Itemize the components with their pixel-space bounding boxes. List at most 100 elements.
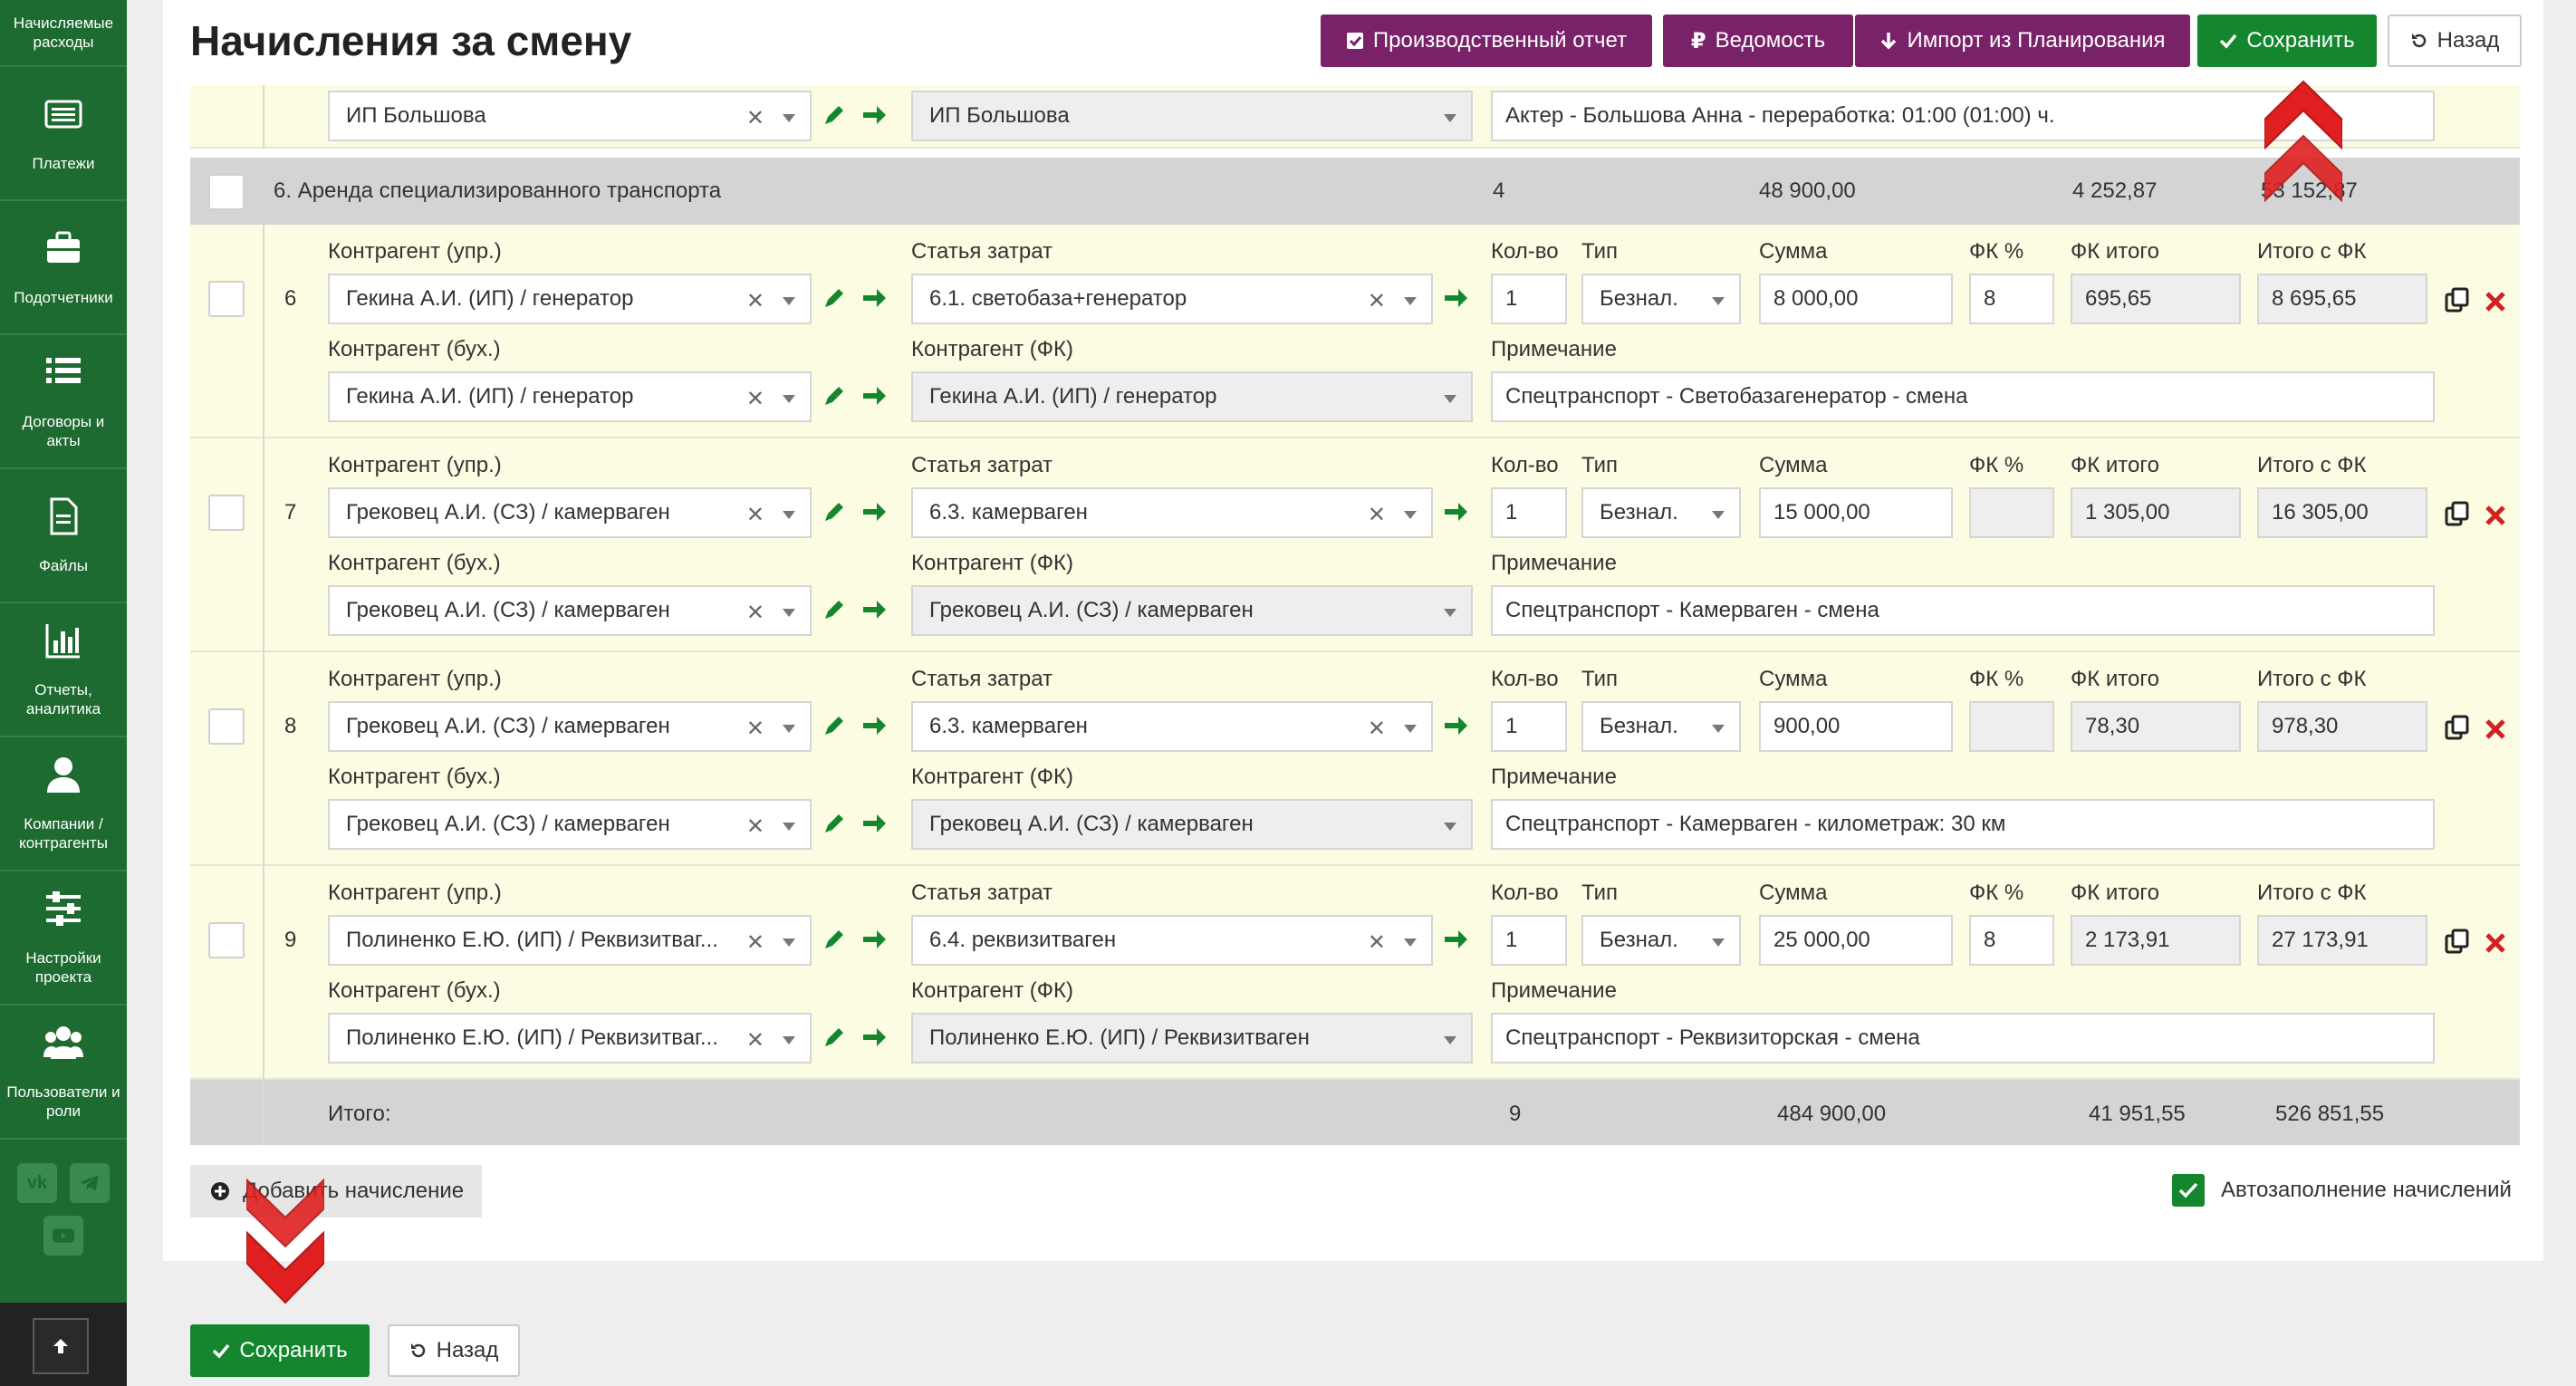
contractor-acc-select[interactable]: Грековец А.И. (СЗ) / камерваген ✕ <box>328 799 812 850</box>
chevron-down-icon[interactable] <box>783 297 795 305</box>
note-input[interactable]: Спецтранспорт - Камерваген - смена <box>1491 585 2435 636</box>
note-input[interactable]: Актер - Большова Анна - переработка: 01:… <box>1491 91 2435 141</box>
statement-button[interactable]: ₽ Ведомость <box>1663 14 1853 67</box>
copy-icon[interactable] <box>2444 286 2471 313</box>
chevron-down-icon[interactable] <box>783 938 795 947</box>
contractor-fk-select[interactable]: Грековец А.И. (СЗ) / камерваген <box>911 585 1473 636</box>
chevron-down-icon[interactable] <box>1444 1036 1456 1044</box>
chevron-down-icon[interactable] <box>783 609 795 617</box>
cost-item-select[interactable]: 6.1. светобаза+генератор ✕ <box>911 274 1433 324</box>
edit-icon[interactable] <box>821 382 848 409</box>
delete-icon[interactable] <box>2482 716 2509 743</box>
edit-icon[interactable] <box>821 926 848 953</box>
sidebar-item-files[interactable]: Файлы <box>0 469 127 603</box>
fk-pct-input[interactable] <box>1969 701 2054 752</box>
arrow-right-icon[interactable] <box>1442 284 1469 312</box>
back-button-bottom[interactable]: Назад <box>388 1324 520 1377</box>
clear-icon[interactable]: ✕ <box>745 1028 764 1053</box>
chevron-down-icon[interactable] <box>1712 938 1725 947</box>
add-accrual-button[interactable]: Добавить начисление <box>190 1165 482 1218</box>
edit-icon[interactable] <box>821 712 848 739</box>
arrow-right-icon[interactable] <box>1442 926 1469 953</box>
scroll-top-button[interactable] <box>33 1318 89 1374</box>
arrow-right-icon[interactable] <box>860 596 888 623</box>
chevron-down-icon[interactable] <box>783 823 795 831</box>
arrow-right-icon[interactable] <box>1442 712 1469 739</box>
fk-pct-input[interactable] <box>1969 487 2054 538</box>
fk-pct-input[interactable]: 8 <box>1969 274 2054 324</box>
sum-input[interactable]: 900,00 <box>1759 701 1953 752</box>
qty-input[interactable]: 1 <box>1491 487 1567 538</box>
chevron-down-icon[interactable] <box>1444 823 1456 831</box>
autofill-checkbox[interactable] <box>2172 1174 2205 1207</box>
clear-icon[interactable]: ✕ <box>1367 717 1386 741</box>
chevron-down-icon[interactable] <box>783 395 795 403</box>
arrow-right-icon[interactable] <box>860 810 888 837</box>
production-report-button[interactable]: Производственный отчет <box>1321 14 1652 67</box>
contractor-acc-select[interactable]: Грековец А.И. (СЗ) / камерваген ✕ <box>328 585 812 636</box>
arrow-right-icon[interactable] <box>860 284 888 312</box>
edit-icon[interactable] <box>821 101 848 129</box>
contractor-mgmt-select[interactable]: Полиненко Е.Ю. (ИП) / Реквизитваг... ✕ <box>328 915 812 966</box>
sum-input[interactable]: 25 000,00 <box>1759 915 1953 966</box>
note-input[interactable]: Спецтранспорт - Реквизиторская - смена <box>1491 1013 2435 1064</box>
edit-icon[interactable] <box>821 498 848 525</box>
chevron-down-icon[interactable] <box>1404 938 1417 947</box>
sidebar-item-users[interactable]: Пользователи и роли <box>0 1006 127 1140</box>
chevron-down-icon[interactable] <box>1444 609 1456 617</box>
cost-item-select[interactable]: 6.3. камерваген ✕ <box>911 701 1433 752</box>
edit-icon[interactable] <box>821 284 848 312</box>
fk-pct-input[interactable]: 8 <box>1969 915 2054 966</box>
clear-icon[interactable]: ✕ <box>745 289 764 313</box>
sidebar-item-settings[interactable]: Настройки проекта <box>0 871 127 1006</box>
delete-icon[interactable] <box>2482 288 2509 315</box>
delete-icon[interactable] <box>2482 502 2509 529</box>
clear-icon[interactable]: ✕ <box>745 387 764 411</box>
vk-icon[interactable]: vk <box>17 1163 57 1203</box>
clear-icon[interactable]: ✕ <box>745 601 764 625</box>
arrow-right-icon[interactable] <box>860 382 888 409</box>
delete-icon[interactable] <box>2482 929 2509 957</box>
clear-icon[interactable]: ✕ <box>1367 930 1386 955</box>
chevron-down-icon[interactable] <box>1404 511 1417 519</box>
arrow-right-icon[interactable] <box>860 712 888 739</box>
arrow-right-icon[interactable] <box>860 498 888 525</box>
row-checkbox[interactable] <box>208 281 245 317</box>
copy-icon[interactable] <box>2444 714 2471 741</box>
arrow-right-icon[interactable] <box>860 926 888 953</box>
save-button-top[interactable]: Сохранить <box>2197 14 2377 67</box>
contractor-acc-select[interactable]: Гекина А.И. (ИП) / генератор ✕ <box>328 371 812 422</box>
youtube-icon[interactable] <box>43 1216 83 1256</box>
sidebar-item-companies[interactable]: Компании / контрагенты <box>0 737 127 871</box>
chevron-down-icon[interactable] <box>1444 395 1456 403</box>
qty-input[interactable]: 1 <box>1491 274 1567 324</box>
edit-icon[interactable] <box>821 596 848 623</box>
clear-icon[interactable]: ✕ <box>1367 503 1386 527</box>
chevron-down-icon[interactable] <box>1404 725 1417 733</box>
copy-icon[interactable] <box>2444 500 2471 527</box>
back-button-top[interactable]: Назад <box>2388 14 2522 67</box>
cost-item-select[interactable]: 6.4. реквизитваген ✕ <box>911 915 1433 966</box>
chevron-down-icon[interactable] <box>783 114 795 122</box>
sidebar-item-accruals[interactable]: Начисляемые расходы <box>0 0 127 67</box>
sidebar-item-accountable[interactable]: Подотчетники <box>0 201 127 335</box>
chevron-down-icon[interactable] <box>1712 725 1725 733</box>
clear-icon[interactable]: ✕ <box>745 503 764 527</box>
type-select[interactable]: Безнал. <box>1581 915 1741 966</box>
import-planning-button[interactable]: Импорт из Планирования <box>1855 14 2190 67</box>
edit-icon[interactable] <box>821 1024 848 1051</box>
sidebar-item-contracts[interactable]: Договоры и акты <box>0 335 127 469</box>
contractor-mgmt-select[interactable]: Грековец А.И. (СЗ) / камерваген ✕ <box>328 487 812 538</box>
type-select[interactable]: Безнал. <box>1581 701 1741 752</box>
clear-icon[interactable]: ✕ <box>745 930 764 955</box>
chevron-down-icon[interactable] <box>783 725 795 733</box>
type-select[interactable]: Безнал. <box>1581 487 1741 538</box>
contractor-fk-select[interactable]: Полиненко Е.Ю. (ИП) / Реквизитваген <box>911 1013 1473 1064</box>
type-select[interactable]: Безнал. <box>1581 274 1741 324</box>
chevron-down-icon[interactable] <box>1712 511 1725 519</box>
contractor-acc-select[interactable]: Полиненко Е.Ю. (ИП) / Реквизитваг... ✕ <box>328 1013 812 1064</box>
clear-icon[interactable]: ✕ <box>1367 289 1386 313</box>
sidebar-item-reports[interactable]: Отчеты, аналитика <box>0 603 127 737</box>
arrow-right-icon[interactable] <box>860 101 888 129</box>
contractor-mgmt-select[interactable]: Грековец А.И. (СЗ) / камерваген ✕ <box>328 701 812 752</box>
